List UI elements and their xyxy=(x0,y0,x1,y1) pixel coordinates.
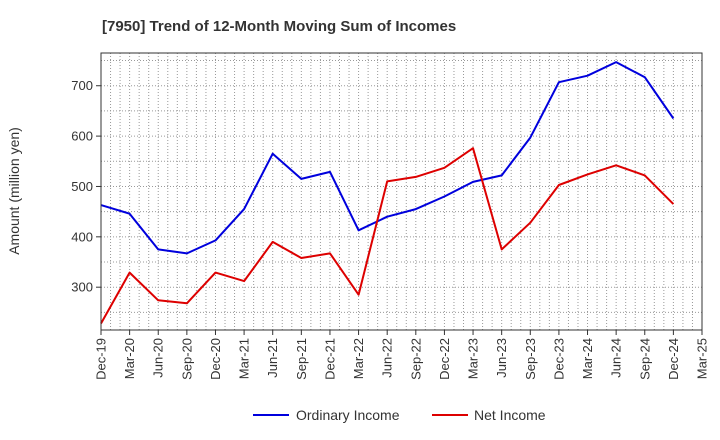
x-tick-label: Dec-24 xyxy=(666,338,681,380)
x-tick-label: Jun-20 xyxy=(151,338,166,378)
x-axis-ticks: Dec-19 Mar-20 Jun-20 Sep-20 Dec-20 Mar-21 Jun-… xyxy=(94,330,710,380)
x-tick-label: Mar-20 xyxy=(122,338,137,379)
y-tick-label: 400 xyxy=(71,229,93,244)
legend-label: Ordinary Income xyxy=(296,407,400,423)
chart-title: [7950] Trend of 12-Month Moving Sum of I… xyxy=(102,18,456,35)
x-tick-label: Dec-22 xyxy=(437,338,452,380)
y-tick-label: 600 xyxy=(71,129,93,144)
x-tick-label: Mar-25 xyxy=(695,338,710,379)
x-tick-label: Dec-19 xyxy=(94,338,109,380)
x-tick-label: Sep-21 xyxy=(294,338,309,380)
series-line-ordinary-income xyxy=(100,61,675,255)
series-lines xyxy=(100,61,675,324)
x-tick-label: Sep-20 xyxy=(179,338,194,380)
x-tick-label: Jun-21 xyxy=(265,338,280,378)
x-tick-label: Jun-22 xyxy=(380,338,395,378)
x-tick-label: Jun-23 xyxy=(494,338,509,378)
x-tick-label: Sep-24 xyxy=(637,338,652,380)
y-tick-label: 300 xyxy=(71,280,93,295)
x-tick-label: Dec-20 xyxy=(208,338,223,380)
plot-frame xyxy=(100,52,703,331)
plot-border xyxy=(100,52,703,331)
x-tick-label: Sep-23 xyxy=(523,338,538,380)
x-tick-label: Mar-24 xyxy=(580,338,595,379)
x-tick-label: Sep-22 xyxy=(408,338,423,380)
y-tick-label: 500 xyxy=(71,179,93,194)
legend: Ordinary Income Net Income xyxy=(253,407,546,423)
y-tick-label: 700 xyxy=(71,78,93,93)
y-axis-title: Amount (million yen) xyxy=(6,127,22,255)
x-tick-label: Dec-21 xyxy=(322,338,337,380)
x-tick-label: Jun-24 xyxy=(609,338,624,378)
x-tick-label: Dec-23 xyxy=(551,338,566,380)
x-tick-label: Mar-21 xyxy=(237,338,252,379)
x-tick-label: Mar-23 xyxy=(466,338,481,379)
legend-label: Net Income xyxy=(474,407,546,423)
x-tick-label: Mar-22 xyxy=(351,338,366,379)
y-axis-ticks: 300 400 500 600 700 xyxy=(71,78,101,295)
series-line-net-income xyxy=(100,147,675,324)
grid xyxy=(101,53,702,330)
